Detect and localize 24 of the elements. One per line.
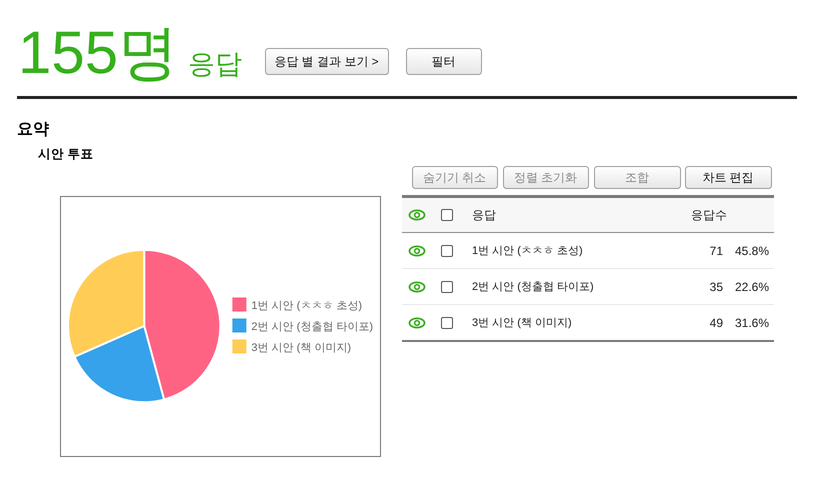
category-label: 2번 시안 (청출협 타이포) xyxy=(472,281,594,293)
text: 155명 xyxy=(18,19,178,86)
button: 숨기기 취소 xyxy=(412,166,498,189)
text: 22.6% xyxy=(734,280,770,294)
category-label: 1번 시안 (ㅊㅊㅎ 초성) xyxy=(472,245,583,257)
text: 45.8% xyxy=(734,244,770,258)
legend-label: 3번 시안 (책 이미지) xyxy=(251,342,351,354)
text: 71 xyxy=(710,244,724,258)
button: 조합 xyxy=(594,166,681,189)
text: 응답 xyxy=(188,49,242,79)
text: 요약 xyxy=(17,121,49,138)
button: 필터 xyxy=(406,48,482,75)
text: 응답 xyxy=(472,208,496,222)
text: 31.6% xyxy=(734,316,770,330)
text: 응답수 xyxy=(691,208,727,222)
category-label: 3번 시안 (책 이미지) xyxy=(472,317,572,329)
chart-title: 시안 투표 xyxy=(38,147,94,161)
legend-label: 1번 시안 (ㅊㅊㅎ 초성) xyxy=(251,300,362,312)
text: 49 xyxy=(710,316,724,330)
legend-label: 2번 시안 (청출협 타이포) xyxy=(251,321,373,333)
button: 응답 별 결과 보기 > xyxy=(265,48,389,75)
button: 차트 편집 xyxy=(685,166,772,189)
text: 35 xyxy=(710,280,724,294)
button: 정렬 초기화 xyxy=(503,166,589,189)
